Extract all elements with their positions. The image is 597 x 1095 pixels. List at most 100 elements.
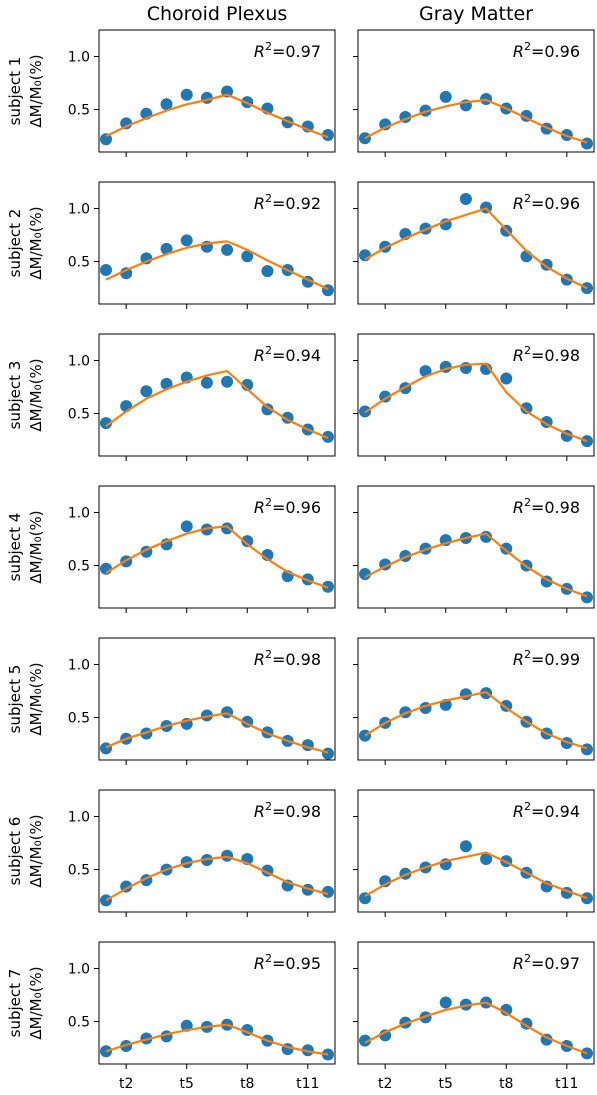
data-point: [221, 243, 234, 256]
data-point: [160, 377, 173, 390]
y-axis-label: ΔM/M₀(%): [27, 54, 45, 127]
y-tick-label: 1.0: [68, 202, 90, 218]
y-tick-label: 1.0: [68, 506, 90, 522]
r-squared-label: R2=0.98: [254, 800, 321, 821]
data-point: [439, 996, 452, 1009]
y-tick-label: 1.0: [68, 810, 90, 826]
data-point: [180, 234, 193, 247]
row-label: subject 1: [6, 57, 24, 126]
data-point: [221, 522, 234, 535]
fit-line: [105, 855, 329, 902]
data-point: [100, 894, 112, 907]
data-point: [120, 267, 133, 280]
x-tick-label: t5: [439, 1076, 453, 1092]
y-tick-label: 1.0: [68, 354, 90, 370]
fit-line: [364, 1001, 588, 1055]
y-tick-label: 0.5: [68, 711, 90, 727]
data-point: [459, 192, 472, 205]
fit-line: [105, 93, 329, 139]
x-tick-label: t11: [296, 1076, 319, 1092]
x-tick-label: t2: [119, 1076, 133, 1092]
x-tick-label: t8: [499, 1076, 513, 1092]
data-point: [581, 892, 593, 905]
fit-line: [364, 362, 588, 443]
plot-frame: [98, 637, 336, 761]
y-tick-label: 0.5: [68, 407, 90, 423]
y-axis-label: ΔM/M₀(%): [27, 510, 45, 583]
data-point: [439, 90, 452, 103]
y-tick-label: 1.0: [68, 962, 90, 978]
y-axis-label: ΔM/M₀(%): [27, 662, 45, 735]
data-point: [200, 376, 213, 389]
fit-line: [364, 851, 588, 900]
data-point: [140, 385, 153, 398]
fit-line: [105, 240, 329, 291]
data-point: [160, 98, 173, 111]
data-point: [359, 1034, 371, 1047]
column-title: Gray Matter: [419, 3, 533, 25]
data-point: [581, 743, 593, 756]
data-point: [322, 747, 334, 760]
data-point: [261, 265, 274, 278]
plot-frame: [98, 333, 336, 457]
r-squared-label: R2=0.97: [254, 40, 321, 61]
y-tick-label: 0.5: [68, 559, 90, 575]
data-point: [581, 591, 593, 604]
data-point: [379, 1029, 392, 1042]
r-squared-label: R2=0.94: [513, 800, 580, 821]
row-label: subject 7: [6, 969, 24, 1038]
x-tick-label: t5: [180, 1076, 194, 1092]
data-point: [459, 688, 472, 701]
y-tick-label: 0.5: [68, 255, 90, 271]
data-point: [180, 88, 193, 101]
plot-frame: [357, 637, 595, 761]
data-point: [322, 129, 334, 142]
y-tick-label: 0.5: [68, 103, 90, 119]
data-point: [241, 250, 254, 263]
data-point: [359, 132, 371, 145]
fit-line: [105, 1023, 329, 1056]
data-point: [500, 1003, 513, 1016]
data-point: [459, 840, 472, 853]
data-point: [100, 742, 112, 755]
plot-frame: [357, 789, 595, 913]
data-point: [261, 403, 274, 416]
r-squared-label: R2=0.97: [513, 952, 580, 973]
plot-frame: [98, 789, 336, 913]
fit-line: [364, 532, 588, 598]
data-point: [322, 885, 334, 898]
row-label: subject 2: [6, 209, 24, 278]
data-point: [379, 875, 392, 888]
x-tick-label: t11: [555, 1076, 578, 1092]
y-axis-label: ΔM/M₀(%): [27, 206, 45, 279]
data-point: [480, 852, 493, 865]
r-squared-label: R2=0.96: [513, 40, 580, 61]
r-squared-label: R2=0.98: [513, 344, 580, 365]
plot-frame: [357, 485, 595, 609]
row-label: subject 6: [6, 817, 24, 886]
data-point: [480, 363, 493, 376]
data-point: [241, 535, 254, 548]
r-squared-label: R2=0.98: [513, 496, 580, 517]
y-axis-label: ΔM/M₀(%): [27, 358, 45, 431]
data-point: [100, 133, 112, 146]
data-point: [180, 520, 193, 533]
data-point: [221, 375, 234, 388]
y-tick-label: 1.0: [68, 50, 90, 66]
plot-frame: [357, 941, 595, 1065]
fit-line: [105, 712, 329, 754]
r-squared-label: R2=0.92: [254, 192, 321, 213]
data-point: [359, 568, 371, 581]
data-point: [359, 249, 371, 262]
data-point: [581, 137, 593, 150]
y-axis-label: ΔM/M₀(%): [27, 814, 45, 887]
r-squared-label: R2=0.99: [513, 648, 580, 669]
plot-frame: [357, 333, 595, 457]
x-tick-label: t8: [240, 1076, 254, 1092]
r-squared-label: R2=0.98: [254, 648, 321, 669]
data-point: [160, 242, 173, 255]
data-point: [581, 435, 593, 448]
y-tick-label: 0.5: [68, 1015, 90, 1031]
r-squared-label: R2=0.96: [513, 192, 580, 213]
